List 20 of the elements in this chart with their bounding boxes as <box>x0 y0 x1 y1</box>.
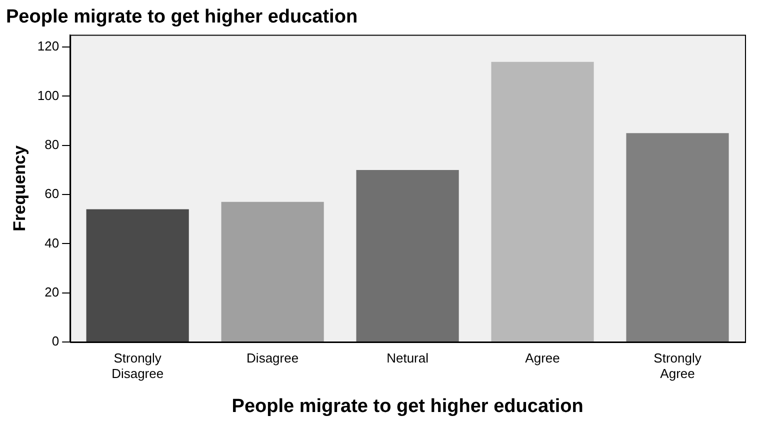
y-tick-label: 20 <box>44 284 60 300</box>
x-tick-label: Disagree <box>246 350 299 366</box>
y-tick-label: 60 <box>44 186 60 202</box>
x-tick-label: Netural <box>386 350 429 366</box>
x-axis-title: People migrate to get higher education <box>232 396 584 417</box>
x-tick-label: Agree <box>525 350 560 366</box>
x-tick-label: Strongly Disagree <box>112 350 164 381</box>
bar <box>221 202 324 342</box>
y-tick-label: 100 <box>37 88 60 103</box>
y-tick-label: 0 <box>52 334 60 349</box>
bar <box>626 133 729 342</box>
y-tick-label: 120 <box>37 38 60 54</box>
chart-title: People migrate to get higher education <box>6 6 358 28</box>
bar <box>86 209 189 342</box>
y-axis-title: Frequency <box>10 144 29 232</box>
y-tick-label: 40 <box>44 235 60 250</box>
x-tick-label: Strongly Agree <box>654 350 702 381</box>
bar <box>356 170 459 342</box>
bar <box>491 62 594 342</box>
y-tick-label: 80 <box>44 136 60 152</box>
